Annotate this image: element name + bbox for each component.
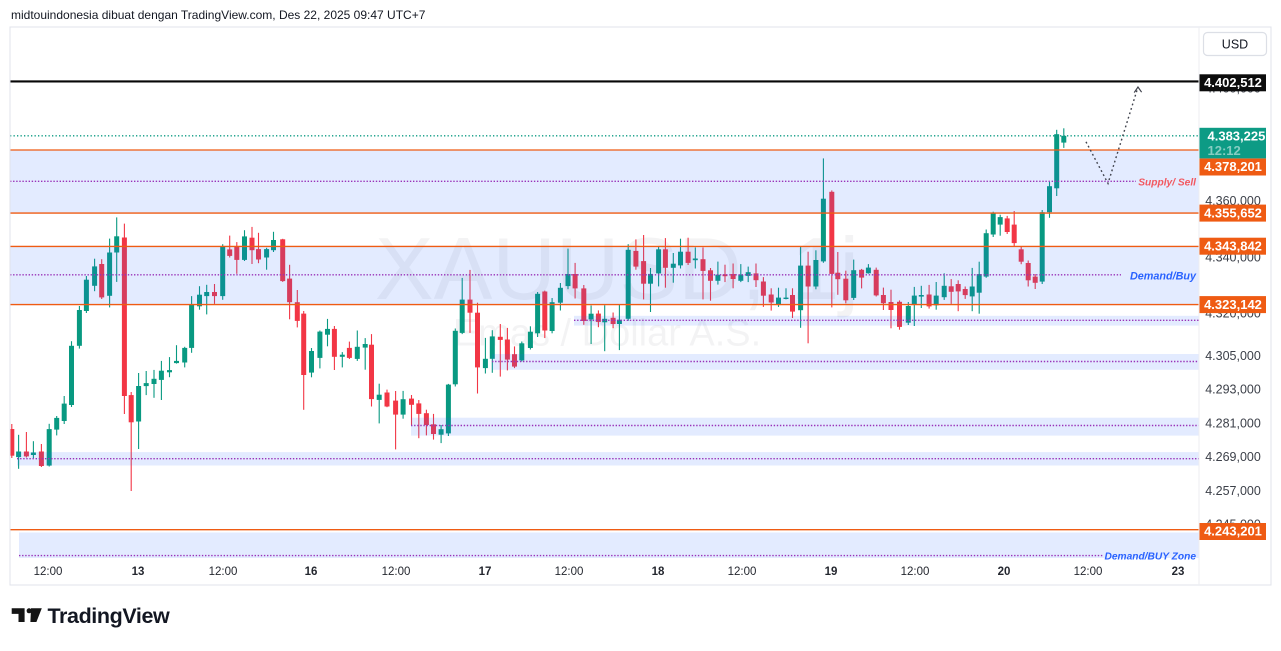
svg-text:4.257,000: 4.257,000 (1205, 484, 1261, 498)
svg-text:4.269,000: 4.269,000 (1205, 450, 1261, 464)
svg-text:4.383,225: 4.383,225 (1208, 129, 1266, 144)
svg-text:17: 17 (479, 566, 492, 578)
svg-text:12:00: 12:00 (1074, 566, 1103, 578)
svg-text:Supply/ Sell: Supply/ Sell (1138, 178, 1196, 189)
svg-text:USD: USD (1222, 38, 1248, 52)
svg-text:TradingView: TradingView (48, 604, 171, 628)
svg-text:12:12: 12:12 (1208, 143, 1241, 158)
svg-text:4.243,201: 4.243,201 (1204, 524, 1262, 539)
svg-text:12:00: 12:00 (555, 566, 584, 578)
svg-text:12:00: 12:00 (382, 566, 411, 578)
svg-text:4.378,201: 4.378,201 (1204, 159, 1262, 174)
svg-text:4.402,512: 4.402,512 (1204, 75, 1262, 90)
svg-text:18: 18 (652, 566, 665, 578)
svg-text:23: 23 (1172, 566, 1185, 578)
svg-text:19: 19 (825, 566, 838, 578)
svg-text:4.343,842: 4.343,842 (1204, 238, 1262, 253)
svg-text:Demand/BUY Zone: Demand/BUY Zone (1104, 552, 1196, 563)
svg-text:12:00: 12:00 (209, 566, 238, 578)
svg-text:12:00: 12:00 (728, 566, 757, 578)
svg-text:4.323,142: 4.323,142 (1204, 297, 1262, 312)
svg-text:4.355,652: 4.355,652 (1204, 205, 1262, 220)
svg-text:16: 16 (305, 566, 318, 578)
svg-text:4.305,000: 4.305,000 (1205, 349, 1261, 363)
svg-text:20: 20 (998, 566, 1011, 578)
svg-text:4.293,000: 4.293,000 (1205, 383, 1261, 397)
svg-text:Demand/Buy: Demand/Buy (1130, 271, 1197, 283)
svg-text:midtouindonesia dibuat dengan: midtouindonesia dibuat dengan TradingVie… (11, 8, 426, 22)
svg-text:12:00: 12:00 (901, 566, 930, 578)
svg-text:12:00: 12:00 (34, 566, 63, 578)
svg-text:13: 13 (132, 566, 145, 578)
svg-text:4.281,000: 4.281,000 (1205, 416, 1261, 430)
